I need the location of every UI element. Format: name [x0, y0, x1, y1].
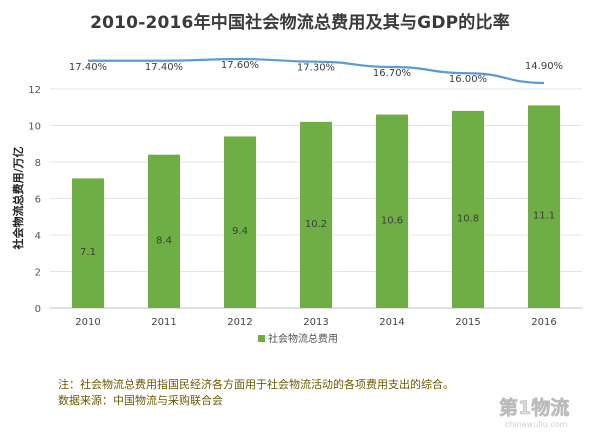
- legend-label: 社会物流总费用: [268, 332, 338, 345]
- x-tick-label: 2013: [303, 317, 328, 328]
- y-tick-label: 2: [35, 268, 41, 279]
- line-data-label: 17.60%: [221, 60, 259, 71]
- x-tick-label: 2014: [379, 317, 404, 328]
- bar: [452, 110, 484, 309]
- watermark-logo: 第1物流 chinawuliu.com: [499, 396, 570, 429]
- line-data-labels: 17.40% 17.40% 17.60% 17.30% 16.70% 16.00% 14.9…: [69, 60, 563, 85]
- chart-title: 2010-2016年中国社会物流总费用及其与GDP的比率: [90, 13, 510, 33]
- x-tick-label: 2012: [227, 317, 252, 328]
- bar: [376, 114, 408, 308]
- bar-data-label: 10.8: [457, 213, 479, 224]
- footnote-source: 数据来源：中国物流与采购联合会: [58, 394, 223, 407]
- legend-swatch: [258, 335, 265, 342]
- bar: [300, 121, 332, 308]
- bar: [224, 136, 256, 308]
- x-tick-label: 2010: [75, 317, 100, 328]
- line-data-label: 17.40%: [69, 62, 107, 73]
- bar-data-labels: 7.1 8.4 9.4 10.2 10.6 10.8 11.1: [80, 211, 555, 259]
- footnote: 注：社会物流总费用指国民经济各方面用于社会物流活动的各项费用支出的综合。 数据来…: [58, 378, 498, 408]
- footnote-note: 注：社会物流总费用指国民经济各方面用于社会物流活动的各项费用支出的综合。: [58, 378, 454, 391]
- bar-data-label: 7.1: [80, 247, 96, 258]
- y-axis-label: 社会物流总费用/万亿: [11, 146, 25, 250]
- y-tick-label: 6: [35, 195, 41, 206]
- bar-data-label: 11.1: [533, 211, 555, 222]
- x-axis: 2010 2011 2012 2013 2014 2015 2016: [75, 317, 556, 328]
- bar-series: [72, 105, 560, 309]
- bar: [72, 178, 104, 308]
- y-tick-label: 10: [28, 122, 41, 133]
- line-data-label: 16.00%: [449, 74, 487, 85]
- bar-data-label: 8.4: [156, 235, 172, 246]
- bar-data-label: 10.2: [305, 219, 327, 230]
- watermark-text: 第1物流: [499, 396, 569, 419]
- y-tick-label: 8: [35, 158, 41, 169]
- bar-data-label: 9.4: [232, 226, 248, 237]
- line-data-label: 17.40%: [145, 62, 183, 73]
- bar: [148, 154, 180, 308]
- x-tick-label: 2011: [151, 317, 176, 328]
- y-axis: 0 2 4 6 8 10 12: [28, 85, 41, 315]
- line-data-label: 16.70%: [373, 68, 411, 79]
- line-data-label: 14.90%: [525, 61, 563, 72]
- bar: [528, 105, 560, 308]
- legend: 社会物流总费用: [258, 332, 338, 345]
- bar-data-label: 10.6: [381, 215, 403, 226]
- line-series: [87, 57, 545, 85]
- x-tick-label: 2016: [531, 317, 556, 328]
- watermark-sub: chinawuliu.com: [505, 420, 568, 429]
- y-tick-label: 0: [35, 304, 41, 315]
- y-tick-label: 4: [35, 231, 41, 242]
- y-tick-label: 12: [28, 85, 41, 96]
- x-tick-label: 2015: [455, 317, 480, 328]
- line-data-label: 17.30%: [297, 63, 335, 74]
